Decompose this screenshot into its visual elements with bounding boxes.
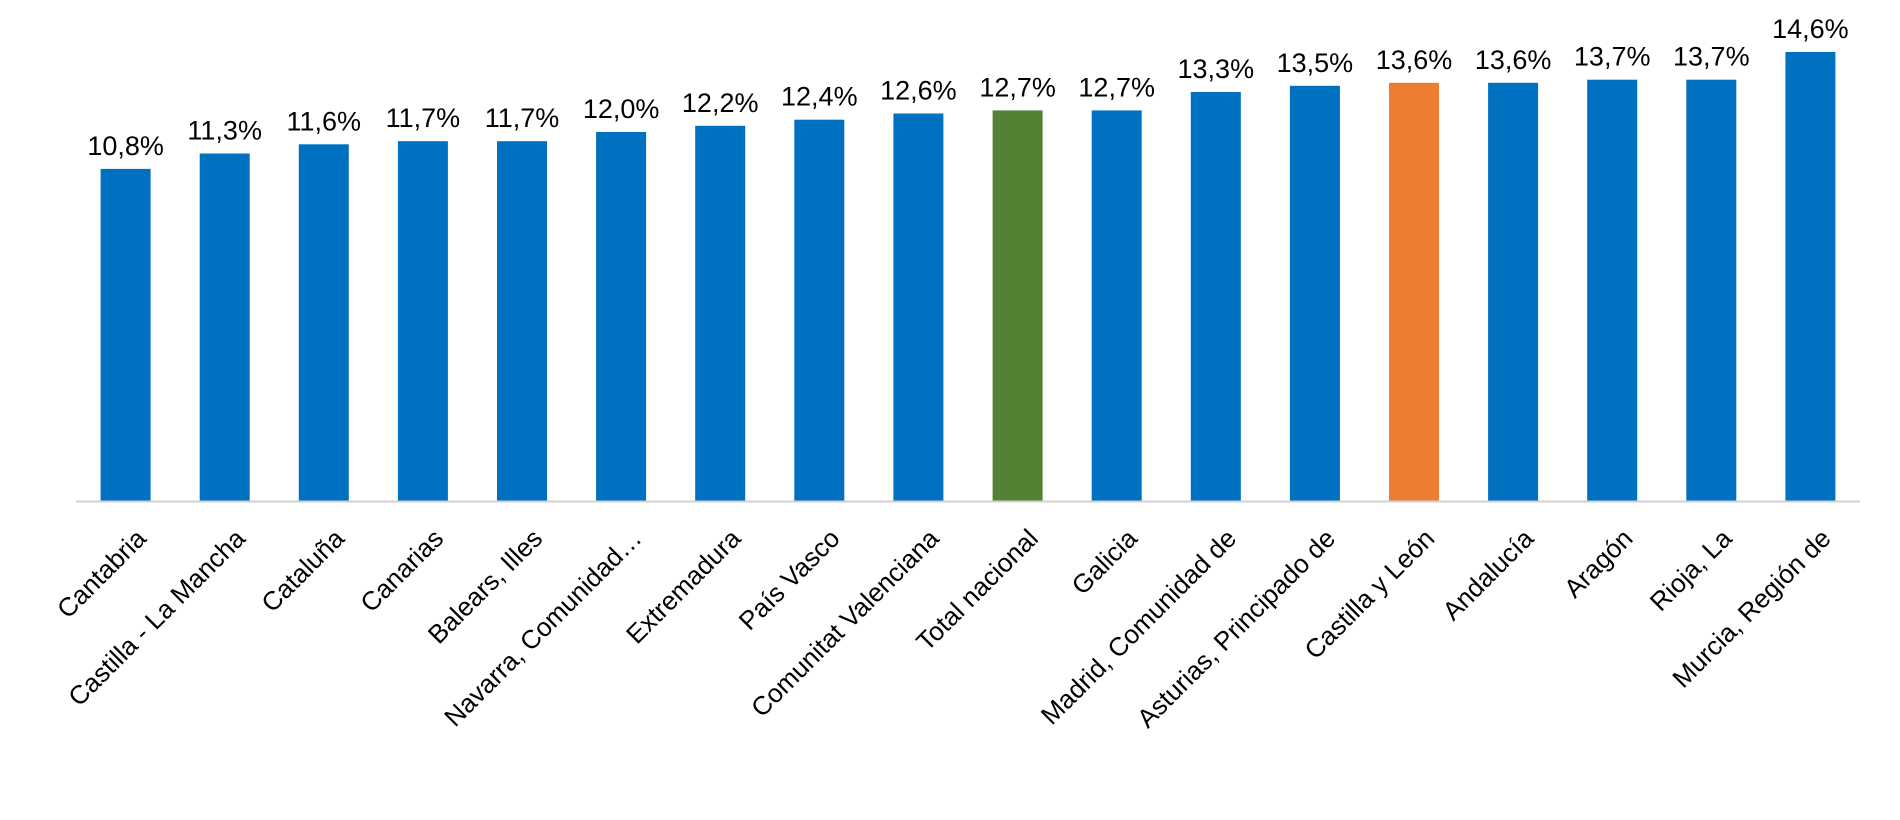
data-label: 13,7% — [1673, 42, 1750, 72]
x-tick-label: Madrid, Comunidad de — [1035, 523, 1242, 730]
data-label: 11,6% — [287, 106, 362, 136]
x-tick-label: Aragón — [1558, 523, 1638, 603]
x-tick-label: Navarra, Comunidad… — [438, 523, 647, 732]
data-label: 13,7% — [1574, 42, 1651, 72]
x-tick-label: Cantabria — [51, 523, 152, 624]
x-tick-label: Cataluña — [255, 523, 350, 618]
bar — [397, 141, 448, 501]
x-tick-label: Asturias, Principado de — [1131, 523, 1341, 733]
data-label: 12,0% — [583, 94, 660, 124]
data-label: 13,5% — [1277, 48, 1354, 78]
bar — [794, 119, 845, 501]
data-label: 12,4% — [781, 82, 858, 112]
bar — [992, 110, 1043, 502]
data-label: 12,6% — [880, 76, 957, 106]
bars-layer — [100, 52, 1836, 502]
bar — [1785, 52, 1836, 501]
bar — [695, 125, 746, 502]
data-label: 10,8% — [87, 131, 164, 161]
bar — [1091, 110, 1142, 502]
x-tick-label: Canarias — [354, 523, 449, 618]
bar — [1389, 82, 1439, 502]
data-label: 13,6% — [1376, 45, 1453, 75]
x-tick-label: Andalucía — [1436, 523, 1539, 626]
bar — [1190, 92, 1241, 501]
data-label: 12,7% — [979, 72, 1056, 102]
data-label: 14,6% — [1772, 14, 1849, 44]
bar — [1289, 85, 1340, 502]
data-labels-layer: 10,8% 11,3% 11,6% 11,7% 11,7% 12,0% 12,2% 12,4%… — [87, 14, 1848, 161]
bar — [100, 168, 151, 501]
data-label: 11,7% — [485, 103, 560, 133]
bar — [893, 113, 944, 501]
bar — [596, 132, 647, 501]
data-label: 12,2% — [682, 88, 759, 118]
bar — [1686, 79, 1737, 501]
data-label: 12,7% — [1078, 72, 1155, 102]
data-label: 11,7% — [386, 103, 461, 133]
x-tick-label: Castilla - La Mancha — [62, 523, 251, 712]
data-label: 11,3% — [187, 116, 262, 146]
bar — [497, 141, 547, 501]
bar — [1587, 79, 1638, 501]
bar — [298, 144, 349, 502]
bar — [199, 153, 250, 501]
data-label: 13,3% — [1178, 54, 1255, 84]
x-tick-label: Rioja, La — [1644, 523, 1738, 617]
bar — [1488, 82, 1539, 502]
data-label: 13,6% — [1475, 45, 1552, 75]
x-tick-label: Comunitat Valenciana — [745, 523, 945, 723]
x-tick-label: Galicia — [1066, 523, 1144, 601]
